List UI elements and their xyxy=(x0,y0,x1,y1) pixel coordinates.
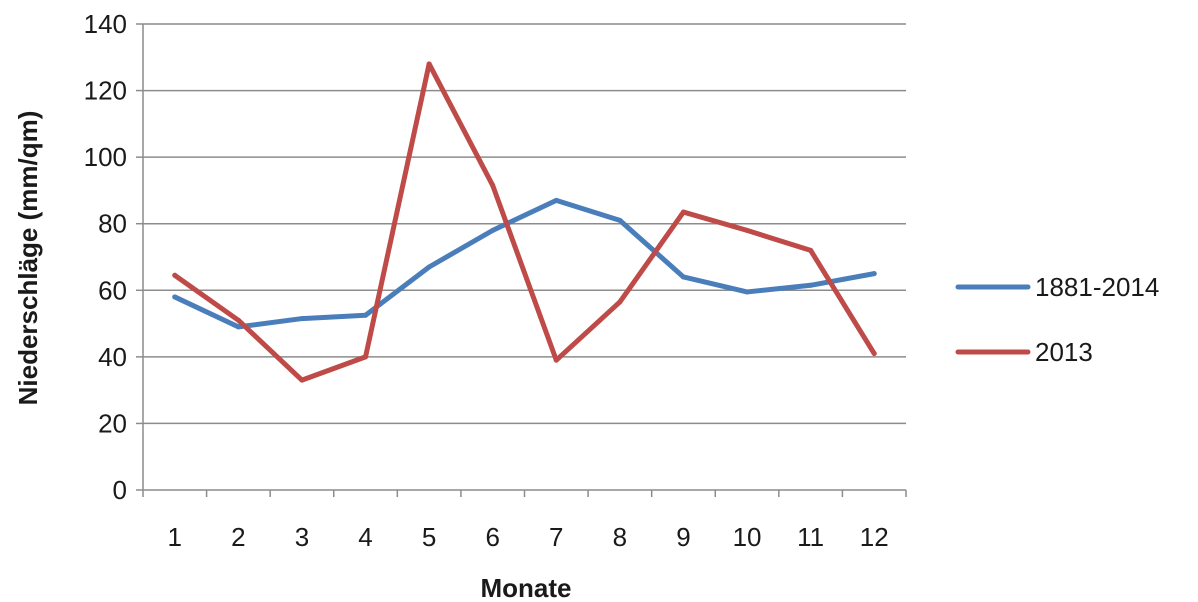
data-point xyxy=(235,317,241,323)
x-tick-label: 1 xyxy=(168,522,182,552)
data-point xyxy=(363,354,369,360)
data-point xyxy=(553,357,559,363)
data-point xyxy=(744,227,750,233)
x-axis-ticks: 1 2 3 4 5 6 7 8 9 10 11 12 xyxy=(142,490,907,552)
data-point xyxy=(553,197,559,203)
series-line-0 xyxy=(172,197,877,330)
data-point xyxy=(299,377,305,383)
data-point xyxy=(871,271,877,277)
legend: 1881-2014 2013 xyxy=(955,272,1159,367)
x-tick-label: 5 xyxy=(422,522,436,552)
data-point xyxy=(808,247,814,253)
data-point xyxy=(744,289,750,295)
y-axis-ticks: 0 20 40 60 80 100 120 140 xyxy=(84,9,143,505)
data-point xyxy=(172,294,178,300)
data-point xyxy=(490,182,496,188)
axes xyxy=(142,24,906,491)
y-tick-label: 140 xyxy=(84,9,127,39)
data-point xyxy=(871,351,877,357)
y-tick-label: 20 xyxy=(98,408,127,438)
x-tick-label: 9 xyxy=(676,522,690,552)
series-line-1 xyxy=(172,61,877,383)
data-point xyxy=(617,299,623,305)
x-tick-label: 3 xyxy=(295,522,309,552)
data-point xyxy=(490,227,496,233)
y-tick-label: 100 xyxy=(84,142,127,172)
data-point xyxy=(235,324,241,330)
data-point xyxy=(680,209,686,215)
data-point xyxy=(426,264,432,270)
x-tick-label: 11 xyxy=(797,522,824,552)
legend-label: 1881-2014 xyxy=(1035,272,1159,302)
data-point xyxy=(617,217,623,223)
x-tick-label: 8 xyxy=(613,522,627,552)
data-point xyxy=(172,272,178,278)
y-tick-label: 40 xyxy=(98,342,127,372)
y-axis-title: Niederschläge (mm/qm) xyxy=(13,111,43,406)
x-tick-label: 7 xyxy=(549,522,563,552)
gridlines xyxy=(143,23,906,425)
legend-label: 2013 xyxy=(1035,337,1093,367)
y-tick-label: 0 xyxy=(113,475,127,505)
data-point xyxy=(680,274,686,280)
series-lines xyxy=(172,61,877,383)
data-point xyxy=(426,61,432,67)
x-tick-label: 4 xyxy=(358,522,372,552)
x-tick-label: 12 xyxy=(860,522,889,552)
data-point xyxy=(363,312,369,318)
y-tick-label: 80 xyxy=(98,209,127,239)
y-tick-label: 120 xyxy=(84,76,127,106)
x-axis-title: Monate xyxy=(481,573,572,602)
data-point xyxy=(299,316,305,322)
y-tick-label: 60 xyxy=(98,275,127,305)
data-point xyxy=(808,282,814,288)
x-tick-label: 6 xyxy=(485,522,499,552)
x-tick-label: 10 xyxy=(733,522,762,552)
x-tick-label: 2 xyxy=(231,522,245,552)
